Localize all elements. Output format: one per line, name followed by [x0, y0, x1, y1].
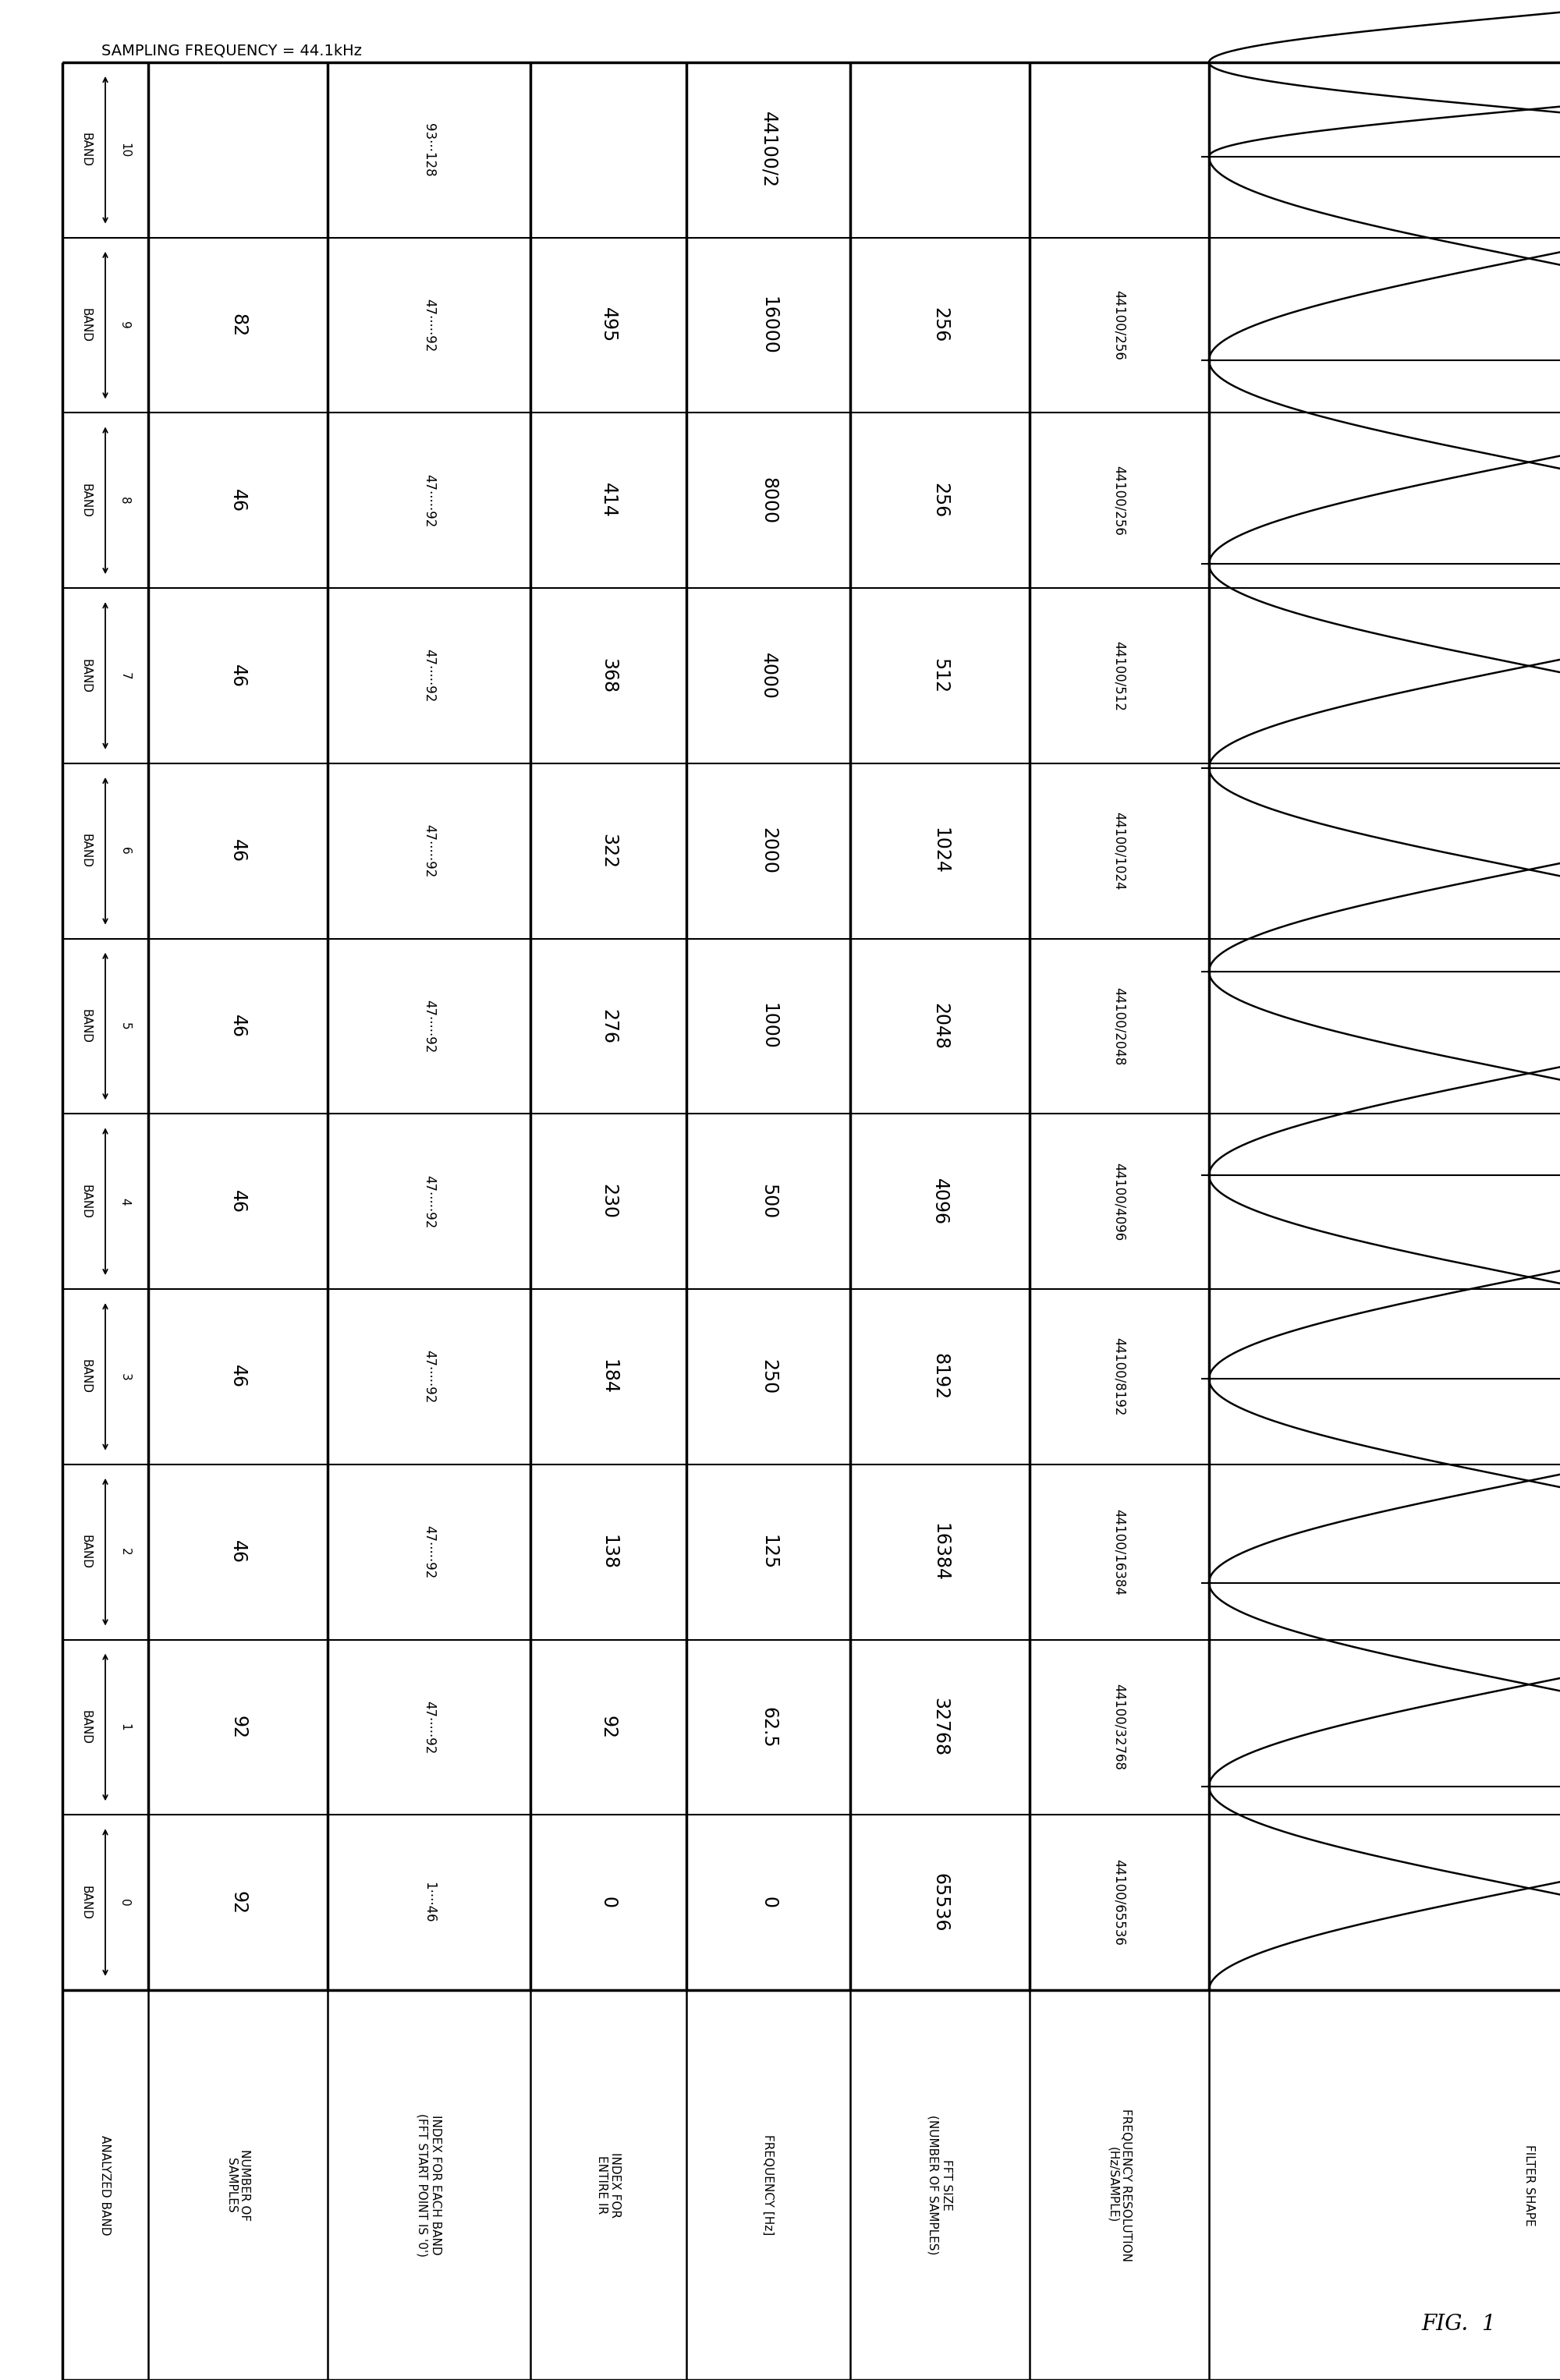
Text: FFT SIZE
(NUMBER OF SAMPLES): FFT SIZE (NUMBER OF SAMPLES): [927, 2116, 953, 2254]
Text: 46: 46: [228, 664, 246, 688]
Text: 44100/32768: 44100/32768: [1112, 1685, 1126, 1771]
Text: BAND: BAND: [80, 659, 92, 693]
Text: 47·····92: 47·····92: [421, 1702, 437, 1754]
Text: 1000: 1000: [758, 1002, 777, 1050]
Text: 6: 6: [119, 847, 131, 854]
Text: FREQUENCY [Hz]: FREQUENCY [Hz]: [763, 2135, 774, 2235]
Text: 184: 184: [599, 1359, 618, 1395]
Text: 2: 2: [119, 1549, 131, 1557]
Text: ANALYZED BAND: ANALYZED BAND: [100, 2135, 111, 2235]
Text: 47·····92: 47·····92: [421, 1176, 437, 1228]
Text: 47·····92: 47·····92: [421, 1349, 437, 1404]
Text: 44100/512: 44100/512: [1112, 640, 1126, 712]
Text: 44100/4096: 44100/4096: [1112, 1161, 1126, 1240]
Text: 8000: 8000: [758, 476, 777, 524]
Text: BAND: BAND: [80, 307, 92, 343]
Text: FIG.  1: FIG. 1: [1421, 2313, 1496, 2335]
Text: 0: 0: [758, 1897, 777, 1909]
Text: 46: 46: [228, 488, 246, 512]
Text: 92: 92: [228, 1716, 246, 1740]
Text: FILTER SHAPE: FILTER SHAPE: [1523, 2144, 1535, 2225]
Text: INDEX FOR
ENTIRE IR: INDEX FOR ENTIRE IR: [596, 2152, 621, 2218]
Text: 4096: 4096: [930, 1178, 948, 1226]
Text: 47·····92: 47·····92: [421, 298, 437, 352]
Text: 10: 10: [119, 143, 131, 157]
Text: 2048: 2048: [930, 1002, 948, 1050]
Text: 495: 495: [599, 307, 618, 343]
Text: 47·····92: 47·····92: [421, 474, 437, 526]
Text: 322: 322: [599, 833, 618, 869]
Text: 8192: 8192: [930, 1354, 948, 1399]
Text: 62.5: 62.5: [758, 1706, 777, 1747]
Text: BAND: BAND: [80, 483, 92, 519]
Text: BAND: BAND: [80, 1009, 92, 1042]
Text: 9: 9: [119, 321, 131, 328]
Text: 1····46: 1····46: [421, 1883, 437, 1923]
Text: 46: 46: [228, 1190, 246, 1214]
Text: 0: 0: [119, 1899, 131, 1906]
Text: 65536: 65536: [930, 1873, 948, 1933]
Text: 5: 5: [119, 1023, 131, 1031]
Text: 44100/256: 44100/256: [1112, 466, 1126, 536]
Text: 16000: 16000: [758, 295, 777, 355]
Text: 500: 500: [758, 1183, 777, 1219]
Text: BAND: BAND: [80, 1185, 92, 1219]
Text: BAND: BAND: [80, 1535, 92, 1568]
Text: 256: 256: [930, 307, 948, 343]
Text: 368: 368: [599, 659, 618, 693]
Text: 47·····92: 47·····92: [421, 1000, 437, 1052]
Text: 44100/2048: 44100/2048: [1112, 988, 1126, 1066]
Text: 93···128: 93···128: [421, 124, 437, 176]
Text: BAND: BAND: [80, 1711, 92, 1745]
Text: 92: 92: [599, 1716, 618, 1740]
Text: 256: 256: [930, 483, 948, 519]
Text: 230: 230: [599, 1183, 618, 1219]
Text: 0: 0: [599, 1897, 618, 1909]
Text: 3: 3: [119, 1373, 131, 1380]
Text: 276: 276: [599, 1009, 618, 1045]
Text: 44100/256: 44100/256: [1112, 290, 1126, 359]
Text: 4: 4: [119, 1197, 131, 1204]
Text: BAND: BAND: [80, 1359, 92, 1395]
Text: 1024: 1024: [930, 828, 948, 873]
Text: 512: 512: [930, 659, 948, 693]
Text: INDEX FOR EACH BAND
(FFT START POINT IS '0'): INDEX FOR EACH BAND (FFT START POINT IS …: [417, 2113, 441, 2256]
Text: BAND: BAND: [80, 1885, 92, 1921]
Text: 92: 92: [228, 1890, 246, 1914]
Text: 1: 1: [119, 1723, 131, 1730]
Text: 82: 82: [228, 314, 246, 338]
Text: 44100/65536: 44100/65536: [1112, 1859, 1126, 1947]
Text: 2000: 2000: [758, 828, 777, 873]
Text: 44100/8192: 44100/8192: [1112, 1338, 1126, 1416]
Text: 414: 414: [599, 483, 618, 519]
Text: 46: 46: [228, 1014, 246, 1038]
Text: 125: 125: [758, 1535, 777, 1568]
Text: 16384: 16384: [930, 1523, 948, 1580]
Text: 7: 7: [119, 671, 131, 681]
Text: 8: 8: [119, 497, 131, 505]
Text: 46: 46: [228, 1540, 246, 1564]
Text: 46: 46: [228, 840, 246, 862]
Text: 32768: 32768: [930, 1697, 948, 1756]
Text: 44100/2: 44100/2: [758, 112, 777, 188]
Text: 47·····92: 47·····92: [421, 1526, 437, 1578]
Text: BAND: BAND: [80, 833, 92, 869]
Text: 138: 138: [599, 1535, 618, 1568]
Text: BAND: BAND: [80, 133, 92, 167]
Text: NUMBER OF
SAMPLES: NUMBER OF SAMPLES: [225, 2149, 251, 2221]
Text: SAMPLING FREQUENCY = 44.1kHz: SAMPLING FREQUENCY = 44.1kHz: [101, 43, 362, 57]
Text: 47·····92: 47·····92: [421, 650, 437, 702]
Text: 4000: 4000: [758, 652, 777, 700]
Text: 44100/1024: 44100/1024: [1112, 812, 1126, 890]
Text: 250: 250: [758, 1359, 777, 1395]
Text: 47·····92: 47·····92: [421, 823, 437, 878]
Text: FREQUENCY RESOLUTION
(Hz/SAMPLE): FREQUENCY RESOLUTION (Hz/SAMPLE): [1106, 2109, 1133, 2261]
Text: 46: 46: [228, 1366, 246, 1388]
Text: 44100/16384: 44100/16384: [1112, 1509, 1126, 1595]
